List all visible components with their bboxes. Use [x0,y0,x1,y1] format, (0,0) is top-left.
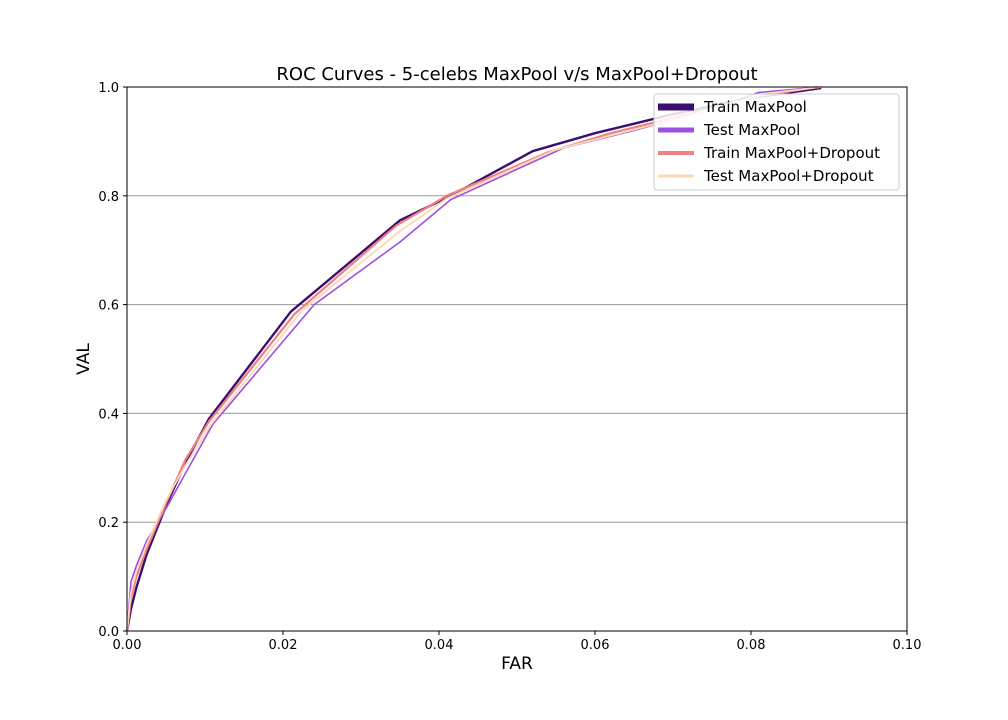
x-axis-ticks: 0.00 0.02 0.04 0.06 0.08 0.10 [113,631,922,653]
y-tick-label: 0.6 [98,299,119,314]
x-tick-label: 0.00 [113,638,142,653]
x-tick-label: 0.08 [737,638,766,653]
chart-title: ROC Curves - 5-celebs MaxPool v/s MaxPoo… [276,64,757,85]
legend-label: Test MaxPool [703,121,800,139]
legend-box [653,93,900,191]
plot-area-frame [126,86,908,632]
x-axis-label: FAR [501,654,533,674]
legend: Train MaxPool Test MaxPool Train MaxPool+D… [653,93,900,191]
x-tick-label: 0.10 [893,638,922,653]
legend-label: Test MaxPool+Dropout [703,167,874,185]
series-line-train-maxpool [125,86,822,632]
y-axis-label: VAL [74,343,94,375]
y-tick-label: 0.4 [98,407,119,422]
y-tick-label: 1.0 [98,81,119,96]
y-tick-label: 0.8 [98,190,119,205]
x-tick-label: 0.06 [581,638,610,653]
legend-label: Train MaxPool [703,98,807,116]
y-tick-label: 0.0 [98,625,119,640]
y-axis-ticks: 0.0 0.2 0.4 0.6 0.8 1.0 [98,81,127,640]
y-tick-label: 0.2 [98,516,119,531]
legend-label: Train MaxPool+Dropout [703,144,880,162]
x-tick-label: 0.04 [425,638,454,653]
x-tick-label: 0.02 [269,638,298,653]
